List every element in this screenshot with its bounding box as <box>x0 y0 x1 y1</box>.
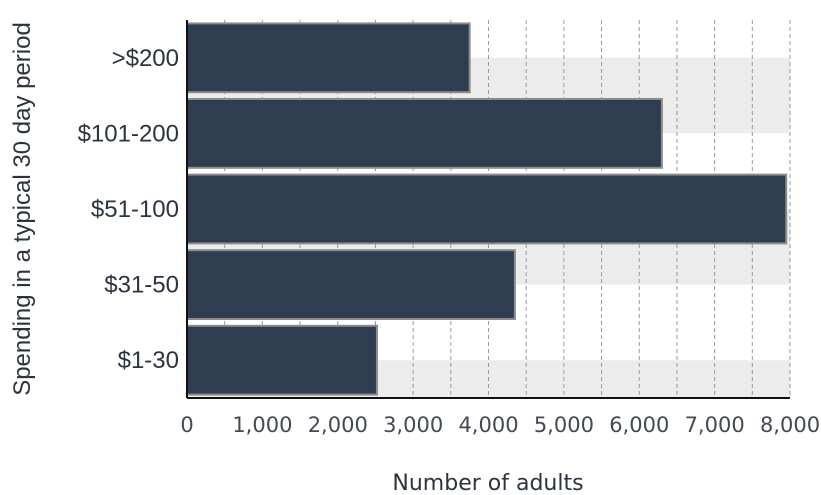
category-label-1: $101-200 <box>78 120 179 147</box>
x-tick-label-1: 1,000 <box>232 413 292 437</box>
bar-4 <box>186 324 378 396</box>
x-tick-labels: 0 1,000 2,000 3,000 4,000 5,000 6,000 7,000 8,00… <box>180 413 820 437</box>
x-tick-label-7: 7,000 <box>685 413 745 437</box>
bar-2 <box>186 173 788 245</box>
x-tick-label-4: 4,000 <box>458 413 518 437</box>
x-axis-title: Number of adults <box>392 471 583 495</box>
x-tick-label-8: 8,000 <box>760 413 820 437</box>
x-tick-label-0: 0 <box>180 413 193 437</box>
bar-3 <box>186 249 516 320</box>
category-label-0: >$200 <box>112 45 179 72</box>
category-label-3: $31-50 <box>104 272 179 299</box>
bars <box>186 22 788 396</box>
bar-1 <box>186 98 663 169</box>
category-label-2: $51-100 <box>91 196 179 223</box>
x-tick-label-3: 3,000 <box>383 413 443 437</box>
x-tick-label-5: 5,000 <box>534 413 594 437</box>
y-axis-title: Spending in a typical 30 day period <box>9 22 36 396</box>
x-tick-label-2: 2,000 <box>308 413 368 437</box>
x-tick-label-6: 6,000 <box>609 413 669 437</box>
y-category-labels: >$200 $101-200 $51-100 $31-50 $1-30 <box>78 45 179 374</box>
category-label-4: $1-30 <box>118 347 179 374</box>
bar-0 <box>186 22 471 94</box>
